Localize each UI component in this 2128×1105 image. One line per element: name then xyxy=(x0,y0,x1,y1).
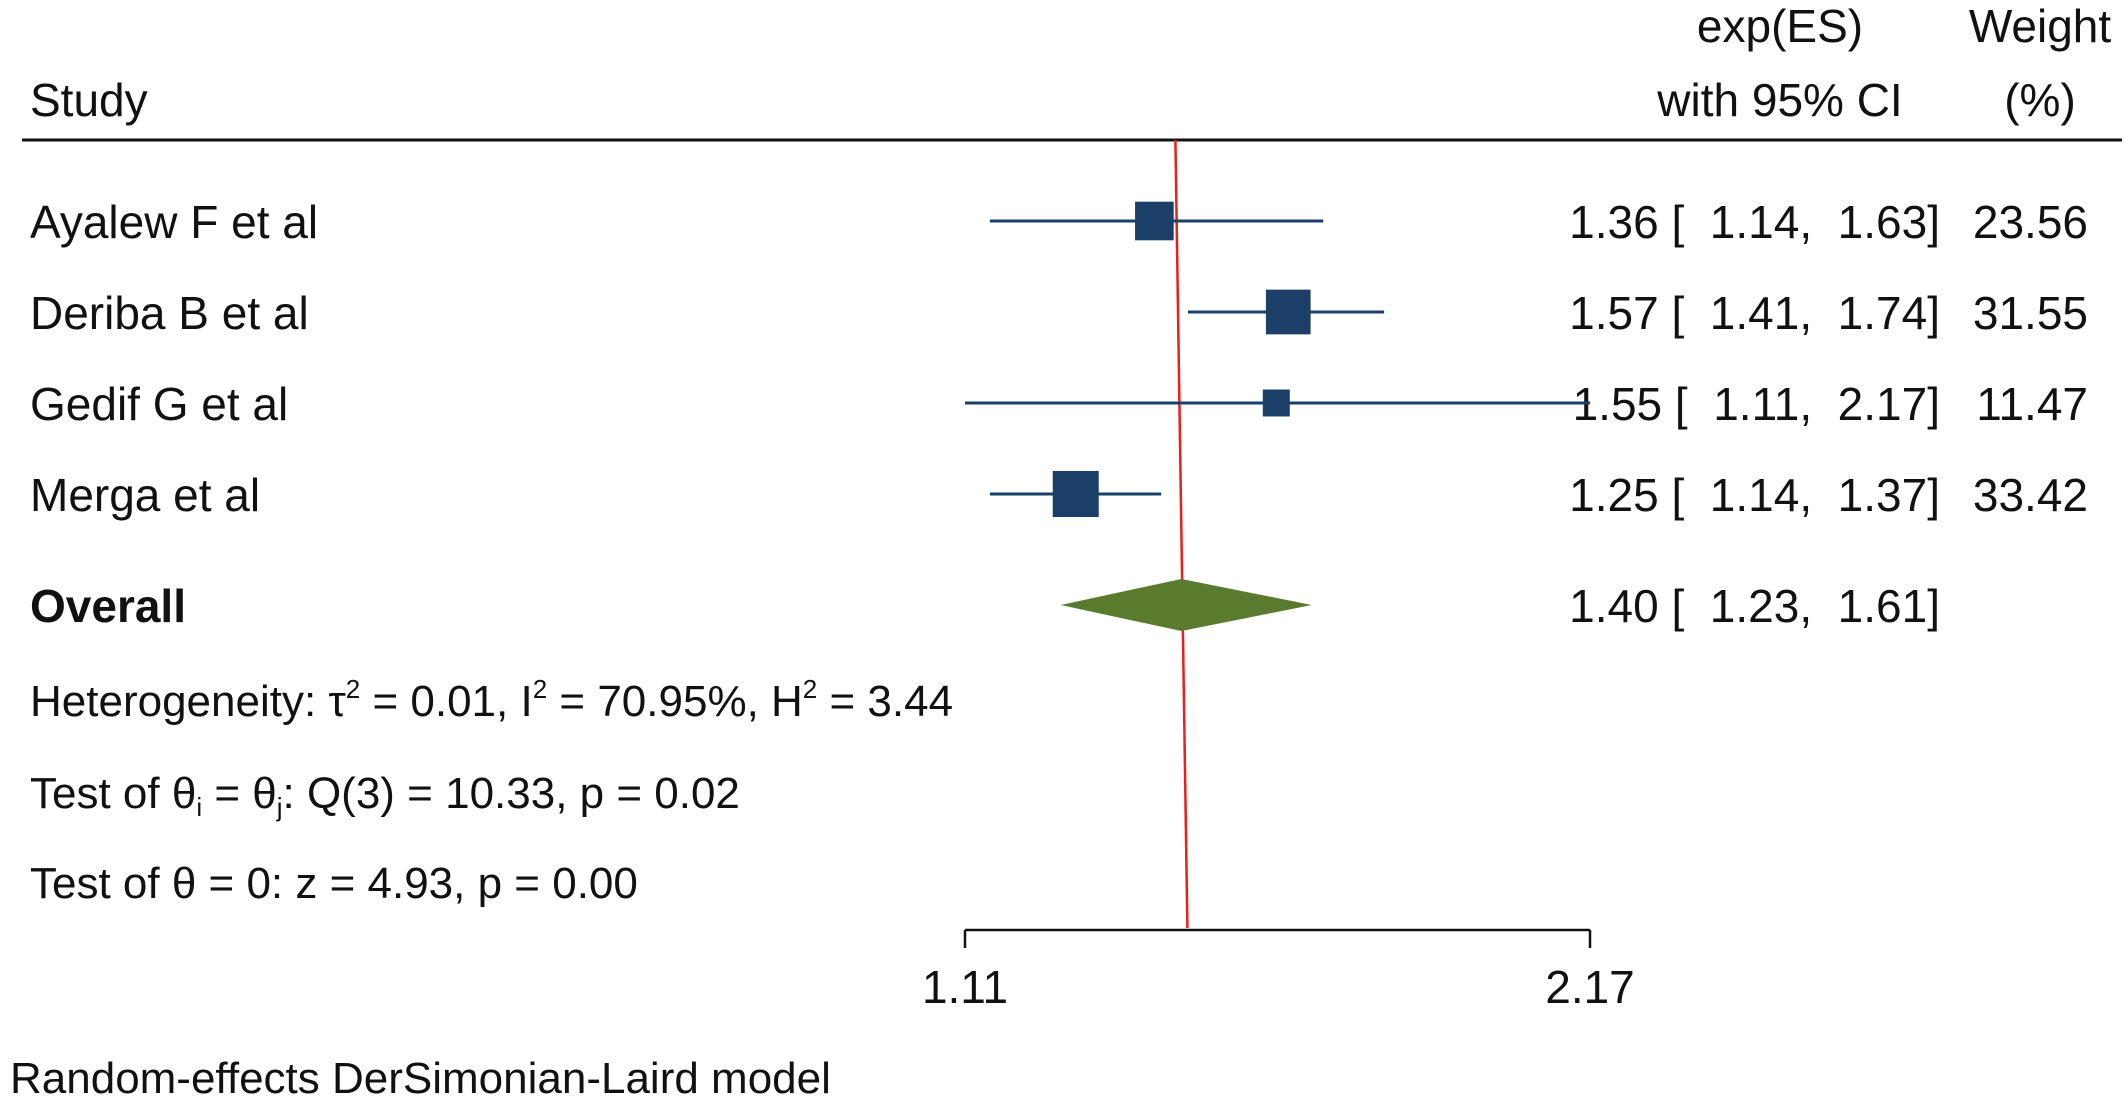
study-label: Deriba B et al xyxy=(30,287,309,339)
study-ci-text: 1.36 [ 1.14, 1.63] xyxy=(1569,196,1940,248)
overall-ci-text: 1.40 [ 1.23, 1.61] xyxy=(1569,580,1940,632)
header-es-line2: with 95% CI xyxy=(1656,74,1902,126)
overall-label: Overall xyxy=(30,580,186,632)
study-weight: 31.55 xyxy=(1973,287,2088,339)
study-ci-text: 1.55 [ 1.11, 2.17] xyxy=(1573,378,1940,430)
study-weight: 33.42 xyxy=(1973,469,2088,521)
heterogeneity-text: Heterogeneity: τ2 = 0.01, I2 = 70.95%, H… xyxy=(30,674,953,726)
study-ci-text: 1.57 [ 1.41, 1.74] xyxy=(1569,287,1940,339)
header-weight-line1: Weight xyxy=(1969,0,2112,52)
study-label: Gedif G et al xyxy=(30,378,288,430)
header-weight-line2: (%) xyxy=(2004,74,2076,126)
study-marker xyxy=(1262,389,1290,417)
study-weight: 23.56 xyxy=(1973,196,2088,248)
study-label: Ayalew F et al xyxy=(30,196,318,248)
overall-diamond xyxy=(1060,579,1312,631)
model-footnote: Random-effects DerSimonian-Laird model xyxy=(10,1054,831,1103)
header-es-line1: exp(ES) xyxy=(1697,0,1863,52)
test-theta-i-j-text: Test of θi = θj: Q(3) = 10.33, p = 0.02 xyxy=(30,769,740,822)
study-ci-text: 1.25 [ 1.14, 1.37] xyxy=(1569,469,1940,521)
study-marker xyxy=(1135,201,1174,241)
header-study: Study xyxy=(30,74,148,126)
study-label: Merga et al xyxy=(30,469,260,521)
test-theta-zero-text: Test of θ = 0: z = 4.93, p = 0.00 xyxy=(30,859,638,908)
study-weight: 11.47 xyxy=(1976,378,2088,430)
plot-marks: 1.11 2.17 xyxy=(922,139,1635,1013)
study-marker xyxy=(1265,289,1311,335)
study-marker xyxy=(1052,471,1099,517)
reference-line xyxy=(1174,139,1189,929)
x-tick-label: 2.17 xyxy=(1545,961,1635,1013)
x-tick-label: 1.11 xyxy=(922,961,1008,1013)
